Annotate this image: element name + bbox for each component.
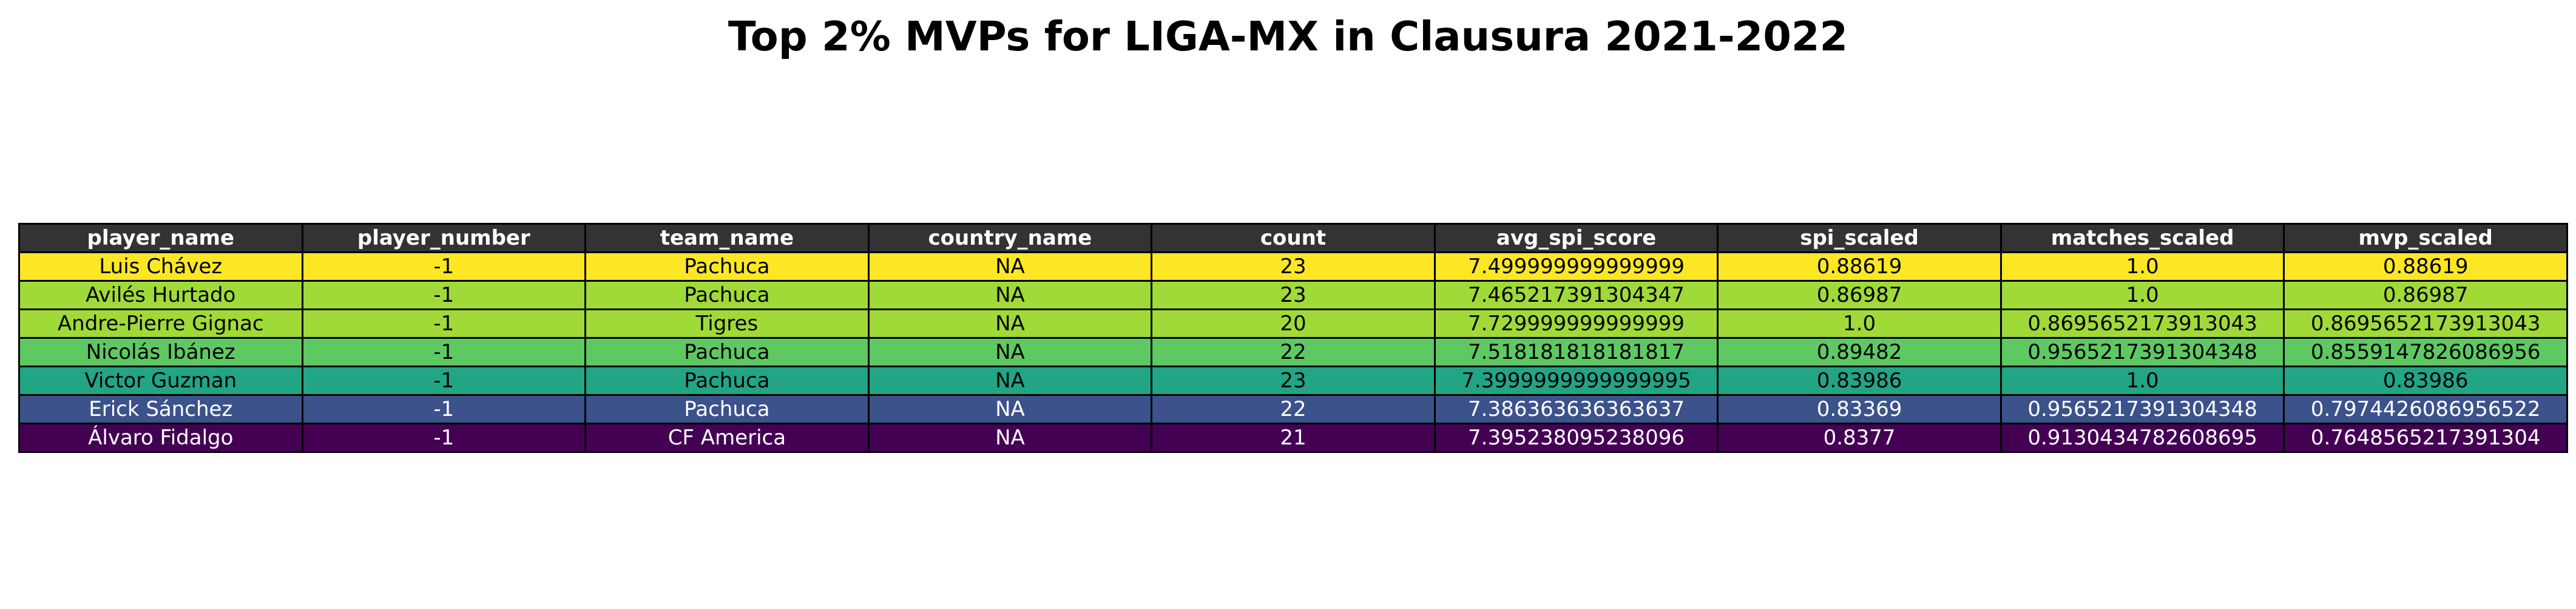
table-cell-count: 23 xyxy=(1151,280,1436,310)
column-header-matches-scaled: matches_scaled xyxy=(2000,223,2285,253)
table-cell-team-name: Pachuca xyxy=(584,251,870,282)
table-cell-count: 20 xyxy=(1151,308,1436,339)
table-cell-country-name: NA xyxy=(867,251,1153,282)
table-row: Álvaro Fidalgo -1 CF America NA 21 7.39523809… xyxy=(18,423,2568,453)
table-cell-count: 23 xyxy=(1151,366,1436,396)
table-cell-mvp-scaled: 0.86987 xyxy=(2283,280,2568,310)
table-cell-avg-spi-score: 7.729999999999999 xyxy=(1433,308,1719,339)
table-cell-avg-spi-score: 7.395238095238096 xyxy=(1433,423,1719,453)
table-cell-avg-spi-score: 7.386363636363637 xyxy=(1433,394,1719,424)
table-cell-avg-spi-score: 7.3999999999999995 xyxy=(1433,366,1719,396)
column-header-player-name: player_name xyxy=(18,223,303,253)
table-cell-mvp-scaled: 0.8559147826086956 xyxy=(2283,337,2568,367)
table-cell-mvp-scaled: 0.83986 xyxy=(2283,366,2568,396)
table-cell-matches-scaled: 0.9565217391304348 xyxy=(2000,394,2285,424)
chart-title: Top 2% MVPs for LIGA-MX in Clausura 2021… xyxy=(728,13,1848,60)
table-row: Avilés Hurtado -1 Pachuca NA 23 7.46521739130… xyxy=(18,280,2568,310)
column-header-team-name: team_name xyxy=(584,223,870,253)
table-row: Erick Sánchez -1 Pachuca NA 22 7.386363636363… xyxy=(18,394,2568,424)
table-cell-matches-scaled: 1.0 xyxy=(2000,366,2285,396)
table-row: Luis Chávez -1 Pachuca NA 23 7.49999999999999… xyxy=(18,251,2568,282)
table-cell-matches-scaled: 0.9565217391304348 xyxy=(2000,337,2285,367)
table-cell-avg-spi-score: 7.499999999999999 xyxy=(1433,251,1719,282)
table-cell-player-number: -1 xyxy=(301,423,587,453)
table-cell-player-number: -1 xyxy=(301,251,587,282)
table-cell-team-name: Pachuca xyxy=(584,394,870,424)
table-cell-spi-scaled: 0.83986 xyxy=(1717,366,2002,396)
table-cell-team-name: CF America xyxy=(584,423,870,453)
table-cell-country-name: NA xyxy=(867,308,1153,339)
table-cell-player-name: Álvaro Fidalgo xyxy=(18,423,303,453)
header-row: player_name player_number team_name country… xyxy=(18,223,2568,253)
table-cell-player-name: Avilés Hurtado xyxy=(18,280,303,310)
table-cell-player-name: Andre-Pierre Gignac xyxy=(18,308,303,339)
table-cell-country-name: NA xyxy=(867,337,1153,367)
table-cell-matches-scaled: 0.9130434782608695 xyxy=(2000,423,2285,453)
table-cell-mvp-scaled: 0.7648565217391304 xyxy=(2283,423,2568,453)
table-row: Nicolás Ibánez -1 Pachuca NA 22 7.51818181818… xyxy=(18,337,2568,367)
table-cell-spi-scaled: 0.89482 xyxy=(1717,337,2002,367)
column-header-count: count xyxy=(1151,223,1436,253)
table-cell-spi-scaled: 0.83369 xyxy=(1717,394,2002,424)
table-cell-count: 22 xyxy=(1151,394,1436,424)
table-cell-country-name: NA xyxy=(867,423,1153,453)
table-cell-player-number: -1 xyxy=(301,337,587,367)
column-header-spi-scaled: spi_scaled xyxy=(1717,223,2002,253)
table-cell-avg-spi-score: 7.465217391304347 xyxy=(1433,280,1719,310)
table-cell-team-name: Pachuca xyxy=(584,366,870,396)
table-cell-matches-scaled: 1.0 xyxy=(2000,280,2285,310)
table-cell-player-name: Erick Sánchez xyxy=(18,394,303,424)
mvp-table: player_name player_number team_name country… xyxy=(18,223,2568,453)
table-cell-mvp-scaled: 0.7974426086956522 xyxy=(2283,394,2568,424)
table-row: Andre-Pierre Gignac -1 Tigres NA 20 7.7299999… xyxy=(18,308,2568,339)
table-row: Victor Guzman -1 Pachuca NA 23 7.399999999999… xyxy=(18,366,2568,396)
column-header-mvp-scaled: mvp_scaled xyxy=(2283,223,2568,253)
table-cell-spi-scaled: 0.86987 xyxy=(1717,280,2002,310)
table-cell-matches-scaled: 0.8695652173913043 xyxy=(2000,308,2285,339)
table-cell-country-name: NA xyxy=(867,394,1153,424)
table-cell-count: 21 xyxy=(1151,423,1436,453)
table-cell-spi-scaled: 1.0 xyxy=(1717,308,2002,339)
table-cell-player-number: -1 xyxy=(301,308,587,339)
column-header-player-number: player_number xyxy=(301,223,587,253)
table-cell-mvp-scaled: 0.88619 xyxy=(2283,251,2568,282)
table-cell-team-name: Pachuca xyxy=(584,280,870,310)
table-cell-team-name: Pachuca xyxy=(584,337,870,367)
table-cell-player-name: Luis Chávez xyxy=(18,251,303,282)
column-header-country-name: country_name xyxy=(867,223,1153,253)
table-cell-player-number: -1 xyxy=(301,280,587,310)
table-body: Luis Chávez -1 Pachuca NA 23 7.49999999999999… xyxy=(18,251,2568,453)
table-cell-player-name: Victor Guzman xyxy=(18,366,303,396)
table-cell-avg-spi-score: 7.518181818181817 xyxy=(1433,337,1719,367)
table-cell-player-number: -1 xyxy=(301,366,587,396)
table-cell-count: 22 xyxy=(1151,337,1436,367)
column-header-avg-spi-score: avg_spi_score xyxy=(1433,223,1719,253)
table-cell-matches-scaled: 1.0 xyxy=(2000,251,2285,282)
table-cell-mvp-scaled: 0.8695652173913043 xyxy=(2283,308,2568,339)
table-cell-count: 23 xyxy=(1151,251,1436,282)
table-cell-country-name: NA xyxy=(867,280,1153,310)
table-cell-spi-scaled: 0.88619 xyxy=(1717,251,2002,282)
table-cell-player-number: -1 xyxy=(301,394,587,424)
table-cell-spi-scaled: 0.8377 xyxy=(1717,423,2002,453)
table-cell-team-name: Tigres xyxy=(584,308,870,339)
table-cell-country-name: NA xyxy=(867,366,1153,396)
table-cell-player-name: Nicolás Ibánez xyxy=(18,337,303,367)
